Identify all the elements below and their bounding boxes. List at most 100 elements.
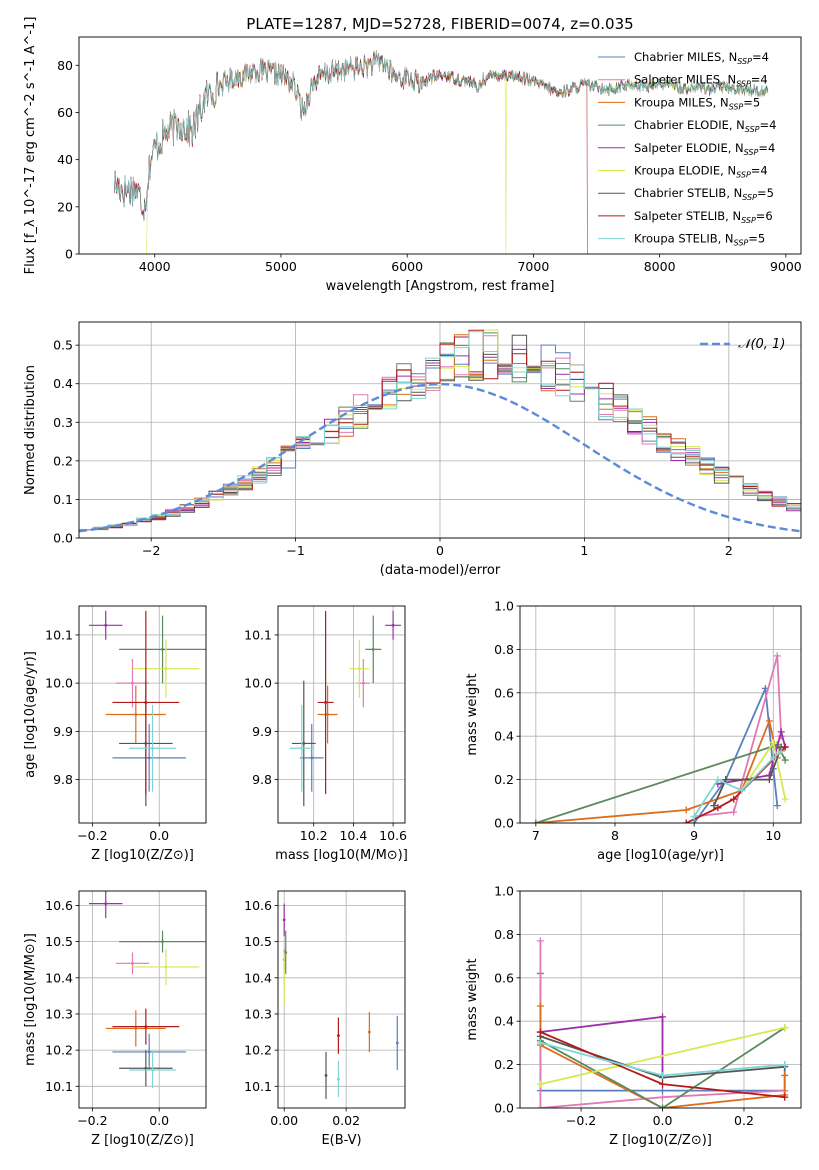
y-tick-label: 0.6	[494, 970, 514, 985]
legend-entry: 𝒩(0, 1)	[738, 337, 785, 352]
point-marker	[659, 1087, 667, 1095]
y-tick-label: 10.0	[45, 676, 73, 691]
x-tick-label: 0.2	[734, 1113, 754, 1128]
x-tick-label: 0.0	[653, 1113, 673, 1128]
legend-entry: Salpeter ELODIE, NSSP=4	[634, 141, 775, 157]
legend-n-prefix: , N	[718, 232, 734, 246]
x-tick-label: 0.0	[149, 828, 169, 843]
y-tick-label: 0.3	[53, 415, 73, 430]
data-point	[151, 1068, 154, 1072]
data-point	[144, 701, 148, 704]
point-marker	[781, 1024, 789, 1032]
data-point	[104, 623, 108, 627]
axes-frame	[78, 605, 207, 824]
plot-area	[79, 329, 801, 533]
data-point	[164, 667, 168, 671]
data-point	[131, 681, 134, 685]
legend-ssp-subscript: SSP	[737, 57, 752, 66]
data-point	[161, 648, 164, 651]
y-tick-label: 1.0	[494, 599, 514, 614]
point-marker	[781, 1071, 789, 1079]
point-marker	[765, 776, 773, 784]
series-salpeter-elodie	[540, 1015, 664, 1076]
data-point	[282, 976, 286, 980]
legend-entry: Kroupa MILES, NSSP=5	[634, 95, 760, 111]
legend-n-prefix: , N	[729, 118, 745, 132]
y-tick-label: 10.0	[244, 676, 272, 691]
point-marker	[682, 806, 690, 814]
legend-n-prefix: , N	[725, 209, 741, 223]
y-tick-label: 0.4	[494, 1014, 514, 1029]
data-point	[337, 1077, 340, 1081]
legend-model-name: Kroupa ELODIE	[634, 164, 720, 178]
y-tick-label: 10.6	[45, 898, 73, 913]
legend-entry: Chabrier ELODIE, NSSP=4	[634, 118, 776, 134]
x-tick-label: 7	[532, 828, 540, 843]
x-axis-label: Z [log10(Z/Z⊙)]	[609, 1133, 712, 1148]
x-tick-label: 10.6	[379, 828, 407, 843]
legend-ssp-subscript: SSP	[744, 148, 759, 157]
panel-residuals: −2 −1 0 1 2 0.0 0.1 0.2 0.3 0.4 0.5 (data-model)/er…	[23, 321, 802, 578]
point-marker	[769, 754, 777, 762]
legend-entry: Kroupa STELIB, NSSP=5	[634, 232, 765, 248]
x-axis-label: E(B-V)	[321, 1133, 361, 1148]
legend-model-name: Chabrier ELODIE	[634, 118, 729, 132]
point-marker	[781, 1061, 789, 1069]
y-tick-label: 10.3	[45, 1006, 73, 1021]
y-tick-label: 9.8	[252, 772, 272, 787]
point-marker	[730, 808, 738, 816]
axes-frame	[519, 605, 802, 824]
y-tick-label: 10.1	[244, 627, 272, 642]
legend-ssp-subscript: SSP	[736, 171, 751, 180]
legend-n-prefix: , N	[726, 186, 742, 200]
y-tick-label: 10.1	[244, 1079, 272, 1094]
y-tick-label: 10.4	[244, 970, 272, 985]
point-marker	[722, 776, 730, 784]
point-marker	[777, 728, 785, 736]
data-point	[371, 648, 375, 651]
y-tick-label: 10.3	[244, 1006, 272, 1021]
series-chabrier-stelib	[713, 746, 783, 806]
x-tick-label: 8	[611, 828, 619, 843]
y-tick-label: 0	[65, 247, 73, 262]
y-tick-label: 40	[57, 152, 73, 167]
data-point	[324, 701, 328, 704]
legend-n-prefix: , N	[721, 50, 737, 64]
series-chabrier-elodie	[539, 1026, 786, 1108]
legend-ssp-count: =4	[760, 118, 777, 132]
legend-ssp-count: =4	[751, 73, 768, 87]
legend-ssp-count: =4	[758, 141, 775, 155]
y-tick-label: 0.0	[494, 816, 514, 831]
y-tick-label: 9.8	[53, 772, 73, 787]
point-marker	[659, 1013, 667, 1021]
x-axis-label: Z [log10(Z/Z⊙)]	[91, 1133, 194, 1148]
y-tick-label: 0.0	[53, 531, 73, 546]
point-marker	[710, 802, 718, 810]
x-tick-label: 1	[580, 543, 588, 558]
y-tick-label: 0.5	[53, 338, 73, 353]
legend-n-prefix: , N	[728, 141, 744, 155]
x-tick-label: 10	[765, 828, 781, 843]
data-point	[164, 965, 168, 969]
legend-model-name: Chabrier STELIB	[634, 186, 726, 200]
y-tick-label: 0.4	[53, 376, 73, 391]
x-tick-label: 8000	[644, 259, 676, 274]
x-tick-label: −0.2	[77, 828, 107, 843]
data-point	[324, 1074, 328, 1077]
point-marker	[659, 1104, 667, 1108]
point-marker	[659, 1080, 667, 1088]
legend-model-name: Salpeter MILES	[634, 73, 720, 87]
data-point	[302, 742, 306, 745]
legend-model-name: Kroupa STELIB	[634, 232, 718, 246]
x-tick-label: 9	[690, 828, 698, 843]
x-tick-label: 2	[725, 543, 733, 558]
point-marker	[536, 1039, 544, 1047]
data-point	[147, 1050, 151, 1054]
point-marker	[659, 1093, 667, 1101]
y-tick-label: 60	[57, 105, 73, 120]
panel-mass-vs-ebv: 0.00 0.02 10.1 10.2 10.3 10.4 10.5 10.6 E(B-V)	[244, 890, 406, 1148]
legend-ssp-subscript: SSP	[741, 216, 756, 225]
x-tick-label: −2	[142, 543, 160, 558]
data-point	[310, 756, 314, 760]
